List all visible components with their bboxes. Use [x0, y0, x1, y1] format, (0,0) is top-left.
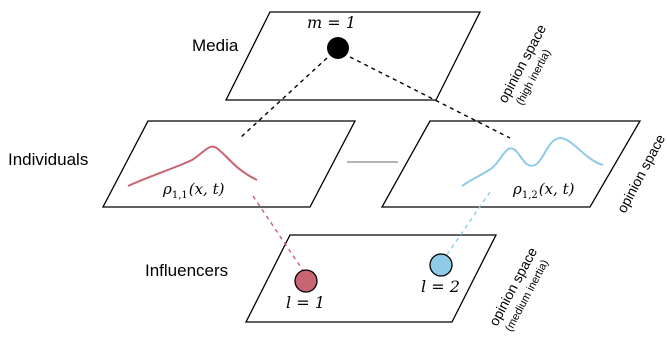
influencer-2-link [445, 191, 491, 257]
layer-label-influencers: Influencers [145, 261, 228, 280]
media-link-group-2 [349, 56, 511, 139]
media-space-label: opinion space (high inertia) [495, 21, 554, 107]
density-label-group-2: ρ1,2(x, t) [512, 180, 575, 201]
individuals-opinion-plane-1 [101, 120, 357, 208]
influencer-node-1 [294, 269, 318, 293]
layer-label-media: Media [192, 36, 239, 55]
media-node [327, 37, 349, 59]
individuals-opinion-plane-2 [380, 120, 642, 208]
influencer-node-2-label: l = 2 [421, 277, 460, 296]
influencer-node-2 [429, 253, 453, 277]
media-link-group-1 [239, 57, 328, 139]
density-label-group-1: ρ1,1(x, t) [162, 180, 225, 201]
density-curve-group-1 [127, 145, 258, 187]
density-curve-group-2 [461, 136, 604, 187]
layer-label-individuals: Individuals [8, 150, 88, 169]
media-node-label: m = 1 [307, 13, 356, 32]
influencers-space-label: opinion space (medium inertia) [486, 244, 552, 333]
influencer-node-1-label: l = 1 [286, 293, 325, 312]
